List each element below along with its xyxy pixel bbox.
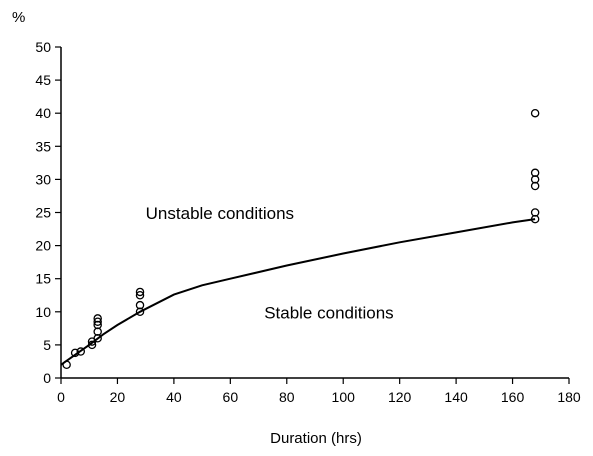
annotations: Unstable conditions Stable conditions (146, 204, 394, 322)
x-tick-label: 160 (501, 389, 525, 405)
x-tick-label: 100 (332, 389, 356, 405)
data-point (135, 290, 145, 300)
data-point (93, 314, 102, 323)
fit-curve (60, 218, 536, 366)
data-point (70, 348, 80, 358)
y-axis-title: % (12, 9, 25, 26)
y-tick-label: 20 (35, 238, 51, 254)
y-tick-label: 45 (35, 72, 51, 88)
y-tick-label: 10 (35, 304, 51, 320)
y-tick-label: 40 (35, 105, 51, 121)
x-tick-label: 120 (388, 389, 412, 405)
data-point (135, 287, 145, 297)
data-point (93, 317, 102, 326)
x-tick-label: 140 (444, 389, 468, 405)
stable-conditions-label: Stable conditions (264, 303, 393, 322)
data-point (530, 108, 540, 118)
unstable-conditions-label: Unstable conditions (146, 204, 294, 223)
x-tick-label: 60 (223, 389, 239, 405)
x-tick-label: 180 (557, 389, 581, 405)
x-axis-title: Duration (hrs) (270, 430, 362, 447)
x-tick-label: 0 (57, 389, 65, 405)
data-point (87, 340, 97, 350)
data-point (62, 360, 71, 370)
y-tick-label: 0 (43, 370, 51, 386)
x-ticks: 0 20 40 60 80 100 120 140 160 180 (57, 378, 581, 405)
y-tick-label: 5 (43, 337, 51, 353)
y-tick-label: 50 (35, 39, 51, 55)
axes (60, 47, 569, 379)
y-tick-label: 35 (35, 138, 51, 154)
data-points (62, 108, 540, 370)
y-tick-label: 25 (35, 205, 51, 221)
data-point (76, 347, 86, 356)
x-tick-label: 20 (110, 389, 126, 405)
y-tick-label: 15 (35, 271, 51, 287)
y-ticks: 0 5 10 15 20 25 30 35 40 45 50 (35, 39, 61, 386)
x-tick-label: 40 (166, 389, 182, 405)
data-point (530, 208, 540, 217)
data-point (530, 168, 540, 178)
y-tick-label: 30 (35, 171, 51, 187)
x-tick-label: 80 (279, 389, 295, 405)
data-point (135, 300, 145, 310)
